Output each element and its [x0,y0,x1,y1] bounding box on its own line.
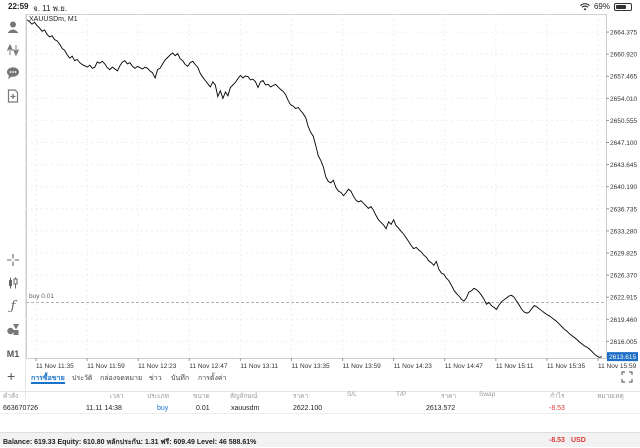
wifi-icon [580,2,590,10]
chat-icon[interactable] [4,64,22,82]
y-tick-label: 2660.920 [610,52,637,59]
header-profit: กำไร [550,393,565,400]
active-tab-indicator [31,382,65,384]
total-profit: -8.53 [549,437,565,444]
y-tick-label: 2626.370 [610,273,637,280]
chart-symbol-label: XAUUSDm, M1 [29,16,78,23]
y-tick-label: 2654.010 [610,96,637,103]
x-tick-label: 11 Nov 15:35 [547,363,586,370]
divider [0,413,640,414]
header-price: ราคา [441,393,457,400]
header-note: หมายเหตุ [597,393,624,400]
y-tick-label: 2650.555 [610,118,637,125]
new-order-button[interactable]: + [7,368,16,384]
header-open-price: ราคา [293,393,309,400]
x-tick-label: 11 Nov 15:11 [496,363,534,370]
x-tick-label: 11 Nov 14:23 [394,363,433,370]
battery-icon [614,2,632,11]
tab-mailbox[interactable]: กล่องจดหมาย [100,375,143,382]
y-tick-label: 2657.465 [610,74,637,81]
header-tp: T/P [396,391,407,398]
buy-order-label: buy 0.01 [29,293,54,301]
header-order: คำสั่ง [3,393,19,400]
add-document-icon[interactable] [4,87,22,105]
x-tick-label: 11 Nov 13:11 [240,363,278,370]
crosshair-icon[interactable] [4,251,22,269]
status-date: จ. 11 พ.ย. [33,4,68,13]
y-tick-label: 2647.100 [610,140,637,147]
x-tick-label: 11 Nov 11:35 [36,363,74,370]
candlestick-icon[interactable] [4,274,22,292]
current-price-tag [607,352,638,362]
price-series-line [26,19,603,358]
battery-percent: 69% [593,2,610,11]
trade-arrows-icon[interactable] [4,41,22,59]
header-symbol: สัญลักษณ์ [230,393,258,400]
cell-type: buy [157,405,169,412]
left-toolbar: ƒ M1 [0,14,26,399]
tab-journal[interactable]: บันทึก [171,375,190,382]
x-tick-label: 11 Nov 12:23 [138,363,177,370]
cell-order: 663670726 [3,405,39,412]
cell-time: 11.11 14:38 [86,405,122,412]
cell-symbol: xauusdm [231,405,260,412]
chart-divider [0,391,640,399]
account-summary: Balance: 619.33 Equity: 610.80 หลักประกั… [3,439,257,446]
terminal-toolbar: + การซื้อขาย ประวัติ กล่องจดหมาย ข่าว บั… [0,368,640,384]
tab-trade[interactable]: การซื้อขาย [31,375,65,382]
y-tick-label: 2622.915 [610,295,637,302]
y-tick-label: 2619.460 [610,317,637,324]
account-icon[interactable] [4,18,22,36]
x-tick-label: 11 Nov 13:35 [291,363,330,370]
tab-news[interactable]: ข่าว [149,375,162,382]
header-size: ขนาด [193,393,210,400]
x-tick-label: 11 Nov 11:59 [87,363,125,370]
cell-profit: -8.53 [549,405,565,412]
tab-settings[interactable]: การตั้งค่า [198,375,227,382]
y-tick-label: 2664.375 [610,30,637,37]
y-tick-label: 2629.825 [610,250,637,257]
x-tick-label: 11 Nov 15:59 [598,363,637,370]
y-tick-label: 2636.735 [610,206,637,213]
price-chart[interactable]: 2664.375 2660.920 2657.465 2654.010 2650.555… [26,14,640,390]
status-bar: 22:59 จ. 11 พ.ย. 69% [0,0,640,14]
account-summary-bar: Balance: 619.33 Equity: 610.80 หลักประกั… [0,432,640,447]
function-icon[interactable]: ƒ [10,298,16,314]
cell-size: 0.01 [196,405,210,412]
x-tick-label: 11 Nov 12:47 [189,363,228,370]
header-sl: S/L [347,391,357,398]
x-tick-label: 11 Nov 14:47 [445,363,484,370]
cell-open-price: 2622.100 [293,405,323,412]
header-swap: Swap [479,391,496,398]
y-tick-label: 2640.190 [610,184,637,191]
expand-panel-icon[interactable] [620,370,634,384]
header-time: เวลา [110,393,124,400]
tab-history[interactable]: ประวัติ [72,375,93,382]
y-tick-label: 2633.280 [610,228,637,235]
y-tick-label: 2643.645 [610,162,637,169]
status-time: 22:59 [8,2,29,11]
current-price-label: 2613.615 [609,354,636,361]
header-type: ประเภท [147,393,169,400]
x-tick-label: 11 Nov 13:59 [343,363,382,370]
objects-icon[interactable] [4,320,22,338]
cell-price: 2613.572 [426,405,456,412]
timeframe-label[interactable]: M1 [6,349,20,359]
chart-svg: 2664.375 2660.920 2657.465 2654.010 2650.555… [26,14,638,370]
y-tick-label: 2616.005 [610,339,637,346]
status-right: 69% [580,2,632,11]
profit-currency: USD [571,437,586,444]
